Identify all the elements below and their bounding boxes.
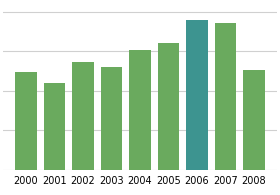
Bar [243, 70, 265, 170]
Bar [101, 67, 122, 170]
Bar [15, 72, 37, 170]
Bar [72, 62, 94, 170]
Bar [186, 20, 208, 170]
Bar [129, 50, 151, 170]
Bar [158, 43, 179, 170]
Bar [215, 23, 236, 170]
Bar [44, 83, 65, 170]
